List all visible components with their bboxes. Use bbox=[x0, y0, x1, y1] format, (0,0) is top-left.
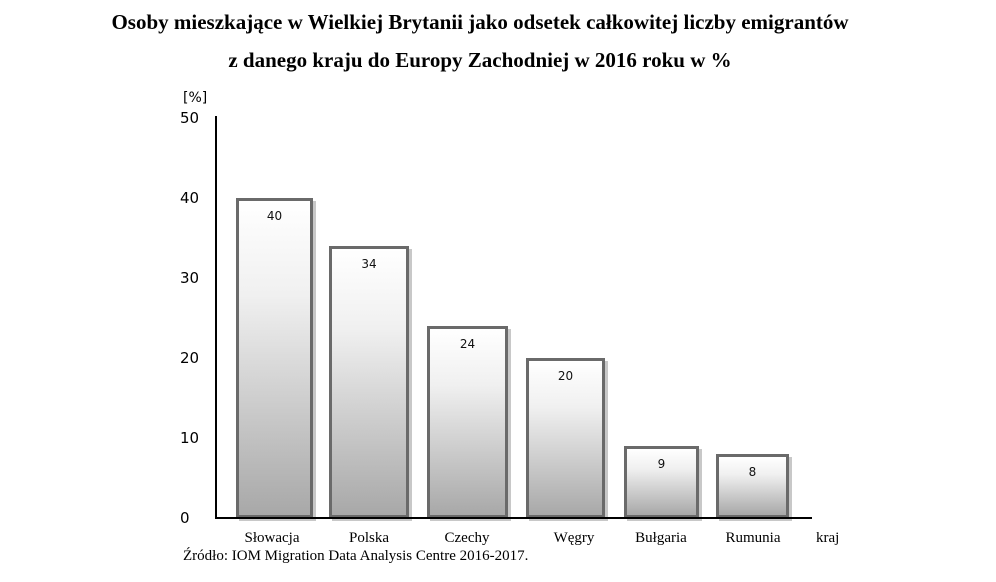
bar-value-label: 8 bbox=[748, 465, 757, 479]
chart-title-line-1: Osoby mieszkające w Wielkiej Brytanii ja… bbox=[111, 10, 849, 34]
bar-bułgaria: 9 bbox=[624, 446, 699, 518]
y-tick-50: 50 bbox=[180, 109, 200, 127]
y-tick-10: 10 bbox=[180, 429, 200, 447]
bar-value-label: 34 bbox=[361, 257, 377, 271]
bar-value-label: 40 bbox=[266, 209, 283, 223]
chart-title-line-2: z danego kraju do Europy Zachodniej w 20… bbox=[228, 48, 732, 72]
x-category-wegry: Węgry bbox=[553, 530, 595, 546]
bar-słowacja: 40 bbox=[236, 198, 313, 518]
y-tick-30: 30 bbox=[180, 269, 200, 287]
y-tick-0: 0 bbox=[180, 509, 190, 527]
x-category-czechy: Czechy bbox=[444, 530, 490, 546]
bar-rumunia: 8 bbox=[716, 454, 789, 518]
x-category-polska: Polska bbox=[348, 530, 389, 546]
x-category-bulgaria: Bułgaria bbox=[635, 530, 687, 546]
bar-czechy: 24 bbox=[427, 326, 508, 518]
x-category-rumunia: Rumunia bbox=[725, 530, 781, 546]
bar-węgry: 20 bbox=[526, 358, 605, 518]
y-tick-40: 40 bbox=[180, 189, 200, 207]
bar-value-label: 24 bbox=[459, 337, 476, 351]
y-axis-label: [%] bbox=[183, 90, 208, 106]
bar-value-label: 20 bbox=[557, 369, 574, 383]
y-tick-20: 20 bbox=[180, 349, 200, 367]
bar-value-label: 9 bbox=[657, 457, 666, 471]
x-category-slowacja: Słowacja bbox=[244, 530, 300, 546]
x-axis-line bbox=[215, 517, 812, 519]
source-note: Źródło: IOM Migration Data Analysis Cent… bbox=[183, 548, 529, 564]
bar-polska: 34 bbox=[329, 246, 409, 518]
y-axis-line bbox=[215, 116, 217, 519]
x-axis-label: kraj bbox=[816, 530, 840, 546]
